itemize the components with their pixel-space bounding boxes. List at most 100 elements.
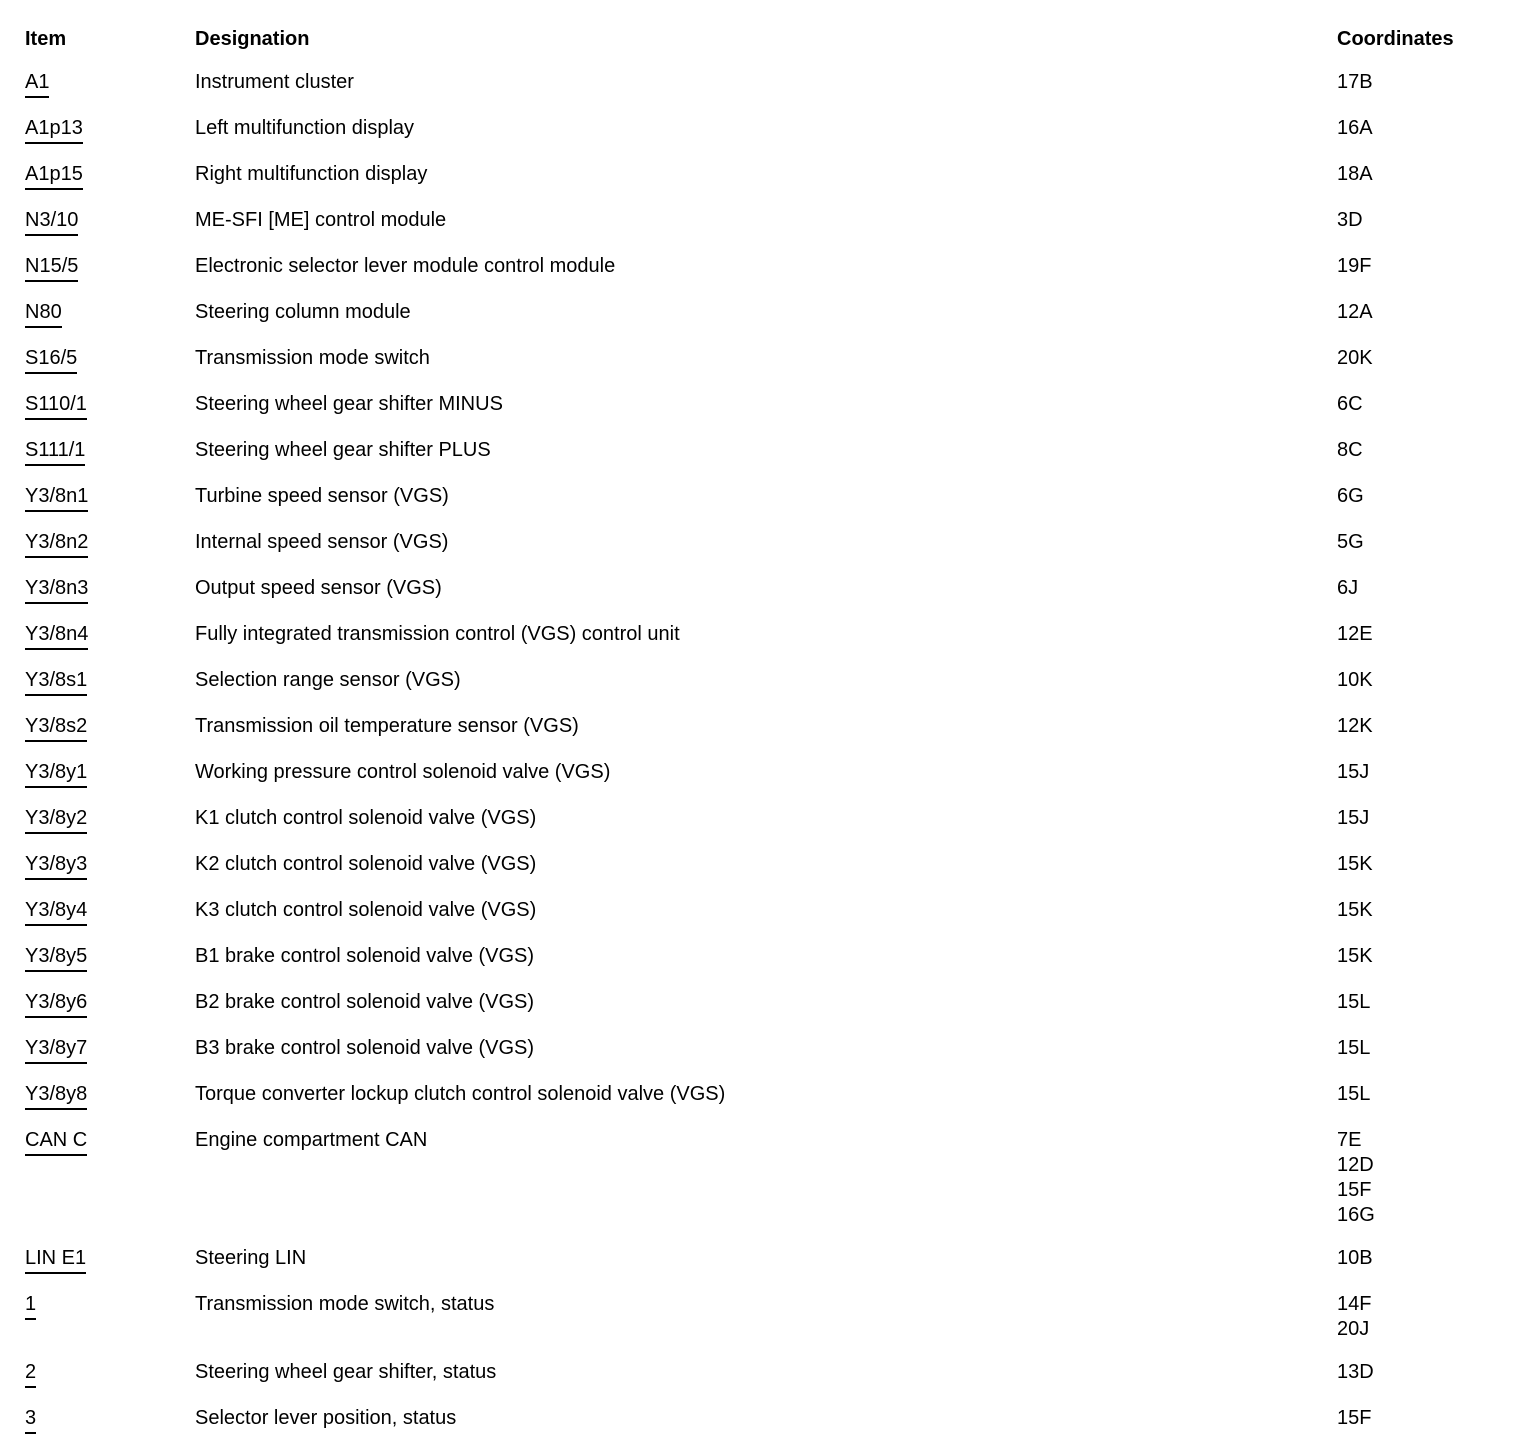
coordinates-cell: 6C (1337, 392, 1520, 438)
table-row: Y3/8y5 B1 brake control solenoid valve (… (25, 944, 1520, 990)
coordinates-cell: 15J (1337, 760, 1520, 806)
item-link[interactable]: Y3/8n4 (25, 622, 89, 650)
col-header-item: Item (25, 28, 67, 50)
item-cell: 1 (25, 1292, 195, 1360)
table-row: S111/1 Steering wheel gear shifter PLUS … (25, 438, 1520, 484)
coordinates-cell: 20K (1337, 346, 1520, 392)
designation-text: Engine compartment CAN (195, 1129, 428, 1151)
table-row: Y3/8y6 B2 brake control solenoid valve (… (25, 990, 1520, 1036)
item-link[interactable]: Y3/8y4 (25, 898, 88, 926)
coordinates-cell: 3D (1337, 208, 1520, 254)
coordinates-cell: 15K (1337, 944, 1520, 990)
coordinate-value: 15L (1337, 1037, 1371, 1059)
item-link[interactable]: S110/1 (25, 392, 87, 420)
item-cell: N3/10 (25, 208, 195, 254)
item-cell: S111/1 (25, 438, 195, 484)
coordinate-value: 13D (1337, 1361, 1374, 1383)
coordinate-value: 15K (1337, 853, 1373, 875)
table-row: Y3/8y7 B3 brake control solenoid valve (… (25, 1036, 1520, 1082)
item-link[interactable]: Y3/8y2 (25, 806, 88, 834)
coordinate-value: 15L (1337, 991, 1371, 1013)
table-row: A1p15 Right multifunction display 18A (25, 162, 1520, 208)
col-header-designation: Designation (195, 28, 310, 50)
designation-text: Instrument cluster (195, 71, 354, 93)
designation-text: K1 clutch control solenoid valve (VGS) (195, 807, 537, 829)
coordinate-value: 6C (1337, 393, 1363, 415)
table-row: Y3/8s1 Selection range sensor (VGS) 10K (25, 668, 1520, 714)
designation-text: Working pressure control solenoid valve … (195, 761, 611, 783)
item-link[interactable]: 2 (25, 1360, 37, 1388)
item-link[interactable]: Y3/8y7 (25, 1036, 88, 1064)
coordinates-cell: 15J (1337, 806, 1520, 852)
designation-text: K3 clutch control solenoid valve (VGS) (195, 899, 537, 921)
coordinate-value: 6J (1337, 577, 1359, 599)
table-row: 2 Steering wheel gear shifter, status 13… (25, 1360, 1520, 1406)
table-row: Y3/8y8 Torque converter lockup clutch co… (25, 1082, 1520, 1128)
item-link[interactable]: Y3/8s2 (25, 714, 88, 742)
coordinates-cell: 15L (1337, 1082, 1520, 1128)
item-link[interactable]: Y3/8y3 (25, 852, 88, 880)
coordinate-value: 6G (1337, 485, 1364, 507)
item-link[interactable]: A1p15 (25, 162, 83, 190)
item-link[interactable]: Y3/8y1 (25, 760, 88, 788)
item-cell: CAN C (25, 1128, 195, 1246)
item-link[interactable]: N80 (25, 300, 62, 328)
table-row: 3 Selector lever position, status 15F (25, 1406, 1520, 1452)
item-cell: A1p15 (25, 162, 195, 208)
item-link[interactable]: S16/5 (25, 346, 78, 374)
coordinate-value: 10B (1337, 1247, 1373, 1269)
coordinates-cell: 12K (1337, 714, 1520, 760)
coordinate-value: 12A (1337, 301, 1373, 323)
item-link[interactable]: Y3/8y5 (25, 944, 88, 972)
designation-text: Right multifunction display (195, 163, 428, 185)
item-cell: Y3/8n1 (25, 484, 195, 530)
table-row: Y3/8y1 Working pressure control solenoid… (25, 760, 1520, 806)
table-row: A1 Instrument cluster 17B (25, 70, 1520, 116)
item-link[interactable]: Y3/8y6 (25, 990, 88, 1018)
item-link[interactable]: A1p13 (25, 116, 83, 144)
coordinate-value: 15J (1337, 807, 1370, 829)
designation-text: Fully integrated transmission control (V… (195, 623, 680, 645)
item-link[interactable]: N15/5 (25, 254, 79, 282)
item-link[interactable]: S111/1 (25, 438, 86, 466)
designation-text: Transmission oil temperature sensor (VGS… (195, 715, 579, 737)
table-row: S16/5 Transmission mode switch 20K (25, 346, 1520, 392)
coordinate-value: 12K (1337, 715, 1373, 737)
coordinates-cell: 19F (1337, 254, 1520, 300)
coordinate-value: 15F (1337, 1407, 1372, 1429)
coordinate-value: 12E (1337, 623, 1373, 645)
designation-text: Electronic selector lever module control… (195, 255, 616, 277)
item-link[interactable]: Y3/8s1 (25, 668, 88, 696)
item-cell: Y3/8s1 (25, 668, 195, 714)
item-link[interactable]: LIN E1 (25, 1246, 87, 1274)
designation-text: Selector lever position, status (195, 1407, 457, 1429)
item-cell: 2 (25, 1360, 195, 1406)
table-row: Y3/8y2 K1 clutch control solenoid valve … (25, 806, 1520, 852)
item-link[interactable]: N3/10 (25, 208, 79, 236)
coordinates-cell: 8C (1337, 438, 1520, 484)
item-link[interactable]: Y3/8n1 (25, 484, 89, 512)
item-link[interactable]: Y3/8n2 (25, 530, 89, 558)
item-link[interactable]: 1 (25, 1292, 37, 1320)
coordinates-cell: 10B (1337, 1246, 1520, 1292)
table-row: Y3/8y4 K3 clutch control solenoid valve … (25, 898, 1520, 944)
item-link[interactable]: CAN C (25, 1128, 88, 1156)
designation-text: Output speed sensor (VGS) (195, 577, 442, 599)
designation-text: Transmission mode switch (195, 347, 430, 369)
item-link[interactable]: 3 (25, 1406, 37, 1434)
item-cell: 3 (25, 1406, 195, 1452)
item-link[interactable]: Y3/8n3 (25, 576, 89, 604)
item-cell: S110/1 (25, 392, 195, 438)
item-cell: A1p13 (25, 116, 195, 162)
item-cell: Y3/8s2 (25, 714, 195, 760)
item-link[interactable]: Y3/8y8 (25, 1082, 88, 1110)
item-cell: Y3/8y8 (25, 1082, 195, 1128)
designation-text: Selection range sensor (VGS) (195, 669, 461, 691)
table-row: N80 Steering column module 12A (25, 300, 1520, 346)
coordinate-value: 19F (1337, 255, 1372, 277)
table-row: Y3/8y3 K2 clutch control solenoid valve … (25, 852, 1520, 898)
table-row: N15/5 Electronic selector lever module c… (25, 254, 1520, 300)
coordinate-value: 8C (1337, 439, 1363, 461)
item-link[interactable]: A1 (25, 70, 50, 98)
